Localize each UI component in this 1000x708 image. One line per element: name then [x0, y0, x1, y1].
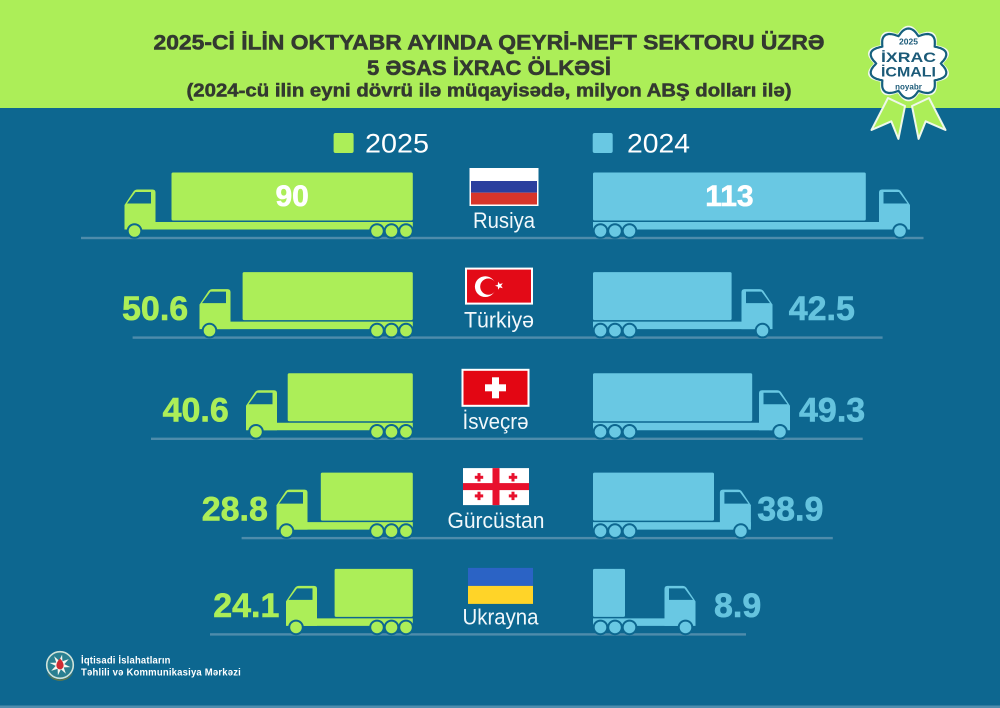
svg-text:42.5: 42.5 [789, 290, 855, 328]
svg-text:49.3: 49.3 [799, 391, 865, 429]
svg-text:5 ƏSAS İXRAC ÖLKƏSİ: 5 ƏSAS İXRAC ÖLKƏSİ [367, 57, 611, 80]
svg-text:İXRAC: İXRAC [881, 49, 936, 65]
svg-text:2025: 2025 [365, 129, 429, 159]
svg-text:90: 90 [275, 180, 308, 213]
svg-text:Türkiyə: Türkiyə [464, 308, 534, 333]
svg-text:Rusiya: Rusiya [473, 208, 536, 233]
svg-text:24.1: 24.1 [213, 587, 279, 625]
svg-text:50.6: 50.6 [122, 290, 188, 328]
svg-text:8.9: 8.9 [714, 587, 761, 625]
svg-text:38.9: 38.9 [757, 491, 823, 529]
svg-text:İqtisadi İslahatların: İqtisadi İslahatların [81, 654, 171, 667]
svg-text:40.6: 40.6 [163, 391, 229, 429]
svg-text:28.8: 28.8 [202, 491, 268, 529]
svg-text:İCMALI: İCMALI [881, 63, 936, 79]
svg-text:2025-Cİ İLİN OKTYABR AYINDA QE: 2025-Cİ İLİN OKTYABR AYINDA QEYRİ-NEFT S… [154, 32, 825, 55]
svg-text:Ukrayna: Ukrayna [463, 604, 540, 629]
svg-text:Gürcüstan: Gürcüstan [448, 508, 545, 533]
svg-text:(2024-cü ilin eyni dövrü ilə m: (2024-cü ilin eyni dövrü ilə müqayisədə,… [187, 80, 792, 101]
svg-text:113: 113 [705, 180, 753, 213]
svg-text:2024: 2024 [627, 129, 690, 159]
svg-text:İsveçrə: İsveçrə [463, 409, 529, 434]
svg-text:Təhlili və Kommunikasiya Mərkə: Təhlili və Kommunikasiya Mərkəzi [81, 668, 241, 679]
svg-text:noyabr: noyabr [895, 82, 922, 91]
svg-text:2025: 2025 [899, 37, 918, 47]
